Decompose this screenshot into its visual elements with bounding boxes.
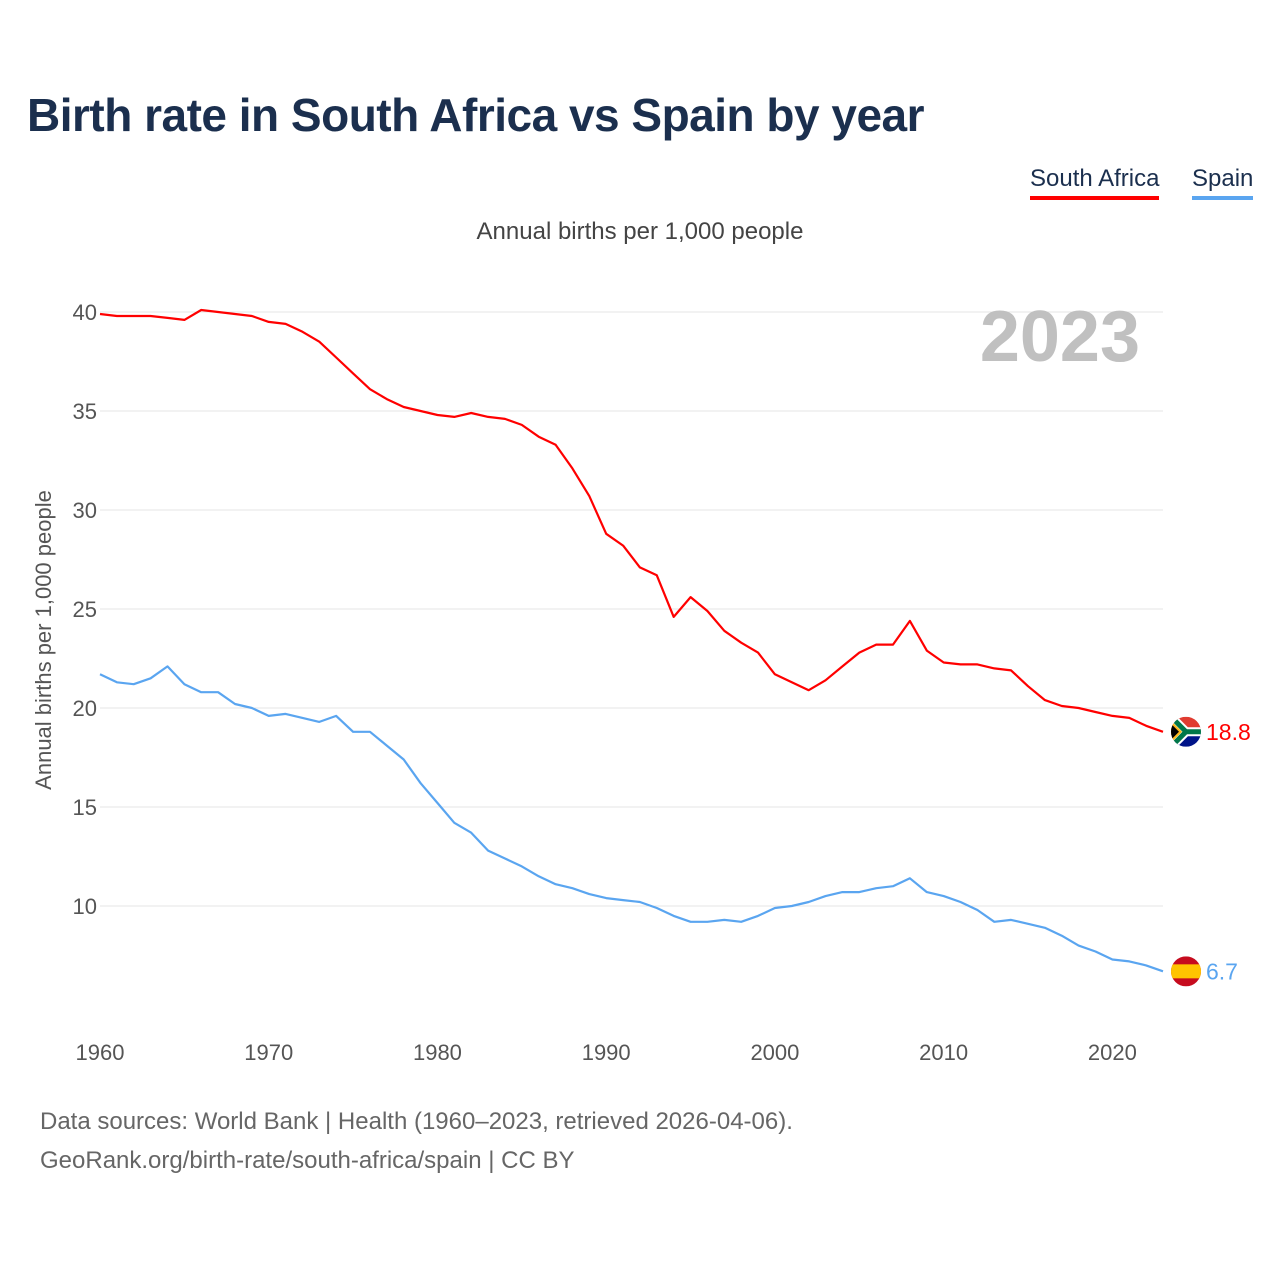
y-tick-label: 25	[73, 597, 97, 622]
series-line-spain[interactable]	[99, 665, 1164, 973]
x-tick-label: 2000	[750, 1040, 799, 1065]
end-value-label: 18.8	[1206, 719, 1251, 745]
x-tick-label: 1970	[244, 1040, 293, 1065]
legend-south-africa[interactable]: South Africa	[1030, 165, 1160, 200]
x-tick-label: 1960	[76, 1040, 125, 1065]
x-tick-label: 2010	[919, 1040, 968, 1065]
y-tick-label: 40	[73, 300, 97, 325]
legend-spain[interactable]: Spain	[1192, 165, 1254, 200]
end-value-label: 6.7	[1206, 958, 1238, 984]
y-tick-label: 20	[73, 696, 97, 721]
year-watermark: 2023	[980, 297, 1140, 377]
y-tick-label: 35	[73, 399, 97, 424]
y-axis-label: Annual births per 1,000 people	[31, 490, 56, 790]
y-tick-label: 10	[73, 894, 97, 919]
south-africa-flag-icon	[1171, 716, 1201, 747]
chart-subtitle: Annual births per 1,000 people	[476, 218, 804, 245]
y-tick-label: 30	[73, 498, 97, 523]
series-line-south-africa[interactable]	[99, 308, 1164, 733]
source-line: Data sources: World Bank | Health (1960–…	[40, 1108, 793, 1135]
x-tick-label: 1980	[413, 1040, 462, 1065]
y-tick-label: 15	[73, 795, 97, 820]
chart-title: Birth rate in South Africa vs Spain by y…	[27, 89, 925, 141]
source-url[interactable]: GeoRank.org/birth-rate/south-africa/spai…	[40, 1147, 575, 1174]
spain-flag-icon	[1171, 956, 1201, 987]
x-tick-label: 2020	[1088, 1040, 1137, 1065]
x-tick-label: 1990	[582, 1040, 631, 1065]
